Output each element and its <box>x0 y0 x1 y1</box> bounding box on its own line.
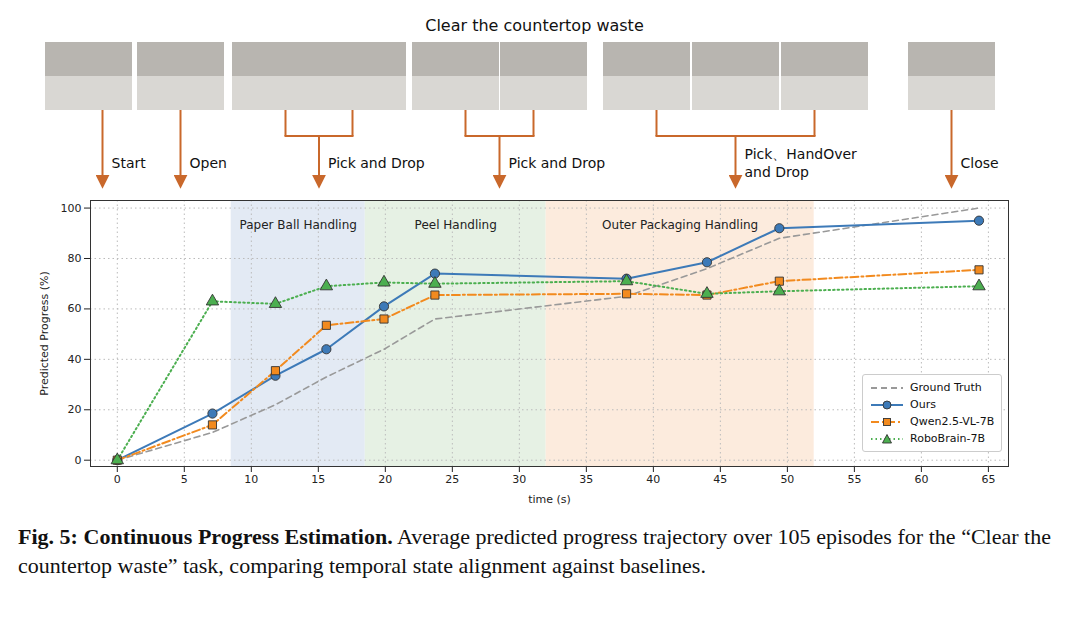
svg-text:Peel Handling: Peel Handling <box>415 218 497 232</box>
svg-text:35: 35 <box>579 473 593 486</box>
html-text:Pick and Drop: Pick and Drop <box>508 155 606 171</box>
html-text:Close: Close <box>960 155 999 171</box>
svg-text:80: 80 <box>68 252 82 265</box>
svg-text:45: 45 <box>713 473 727 486</box>
svg-text:Predicted Progress (%): Predicted Progress (%) <box>38 271 51 396</box>
svg-text:40: 40 <box>68 353 82 366</box>
svg-text:50: 50 <box>780 473 794 486</box>
svg-text:5: 5 <box>181 473 188 486</box>
svg-text:time (s): time (s) <box>528 493 571 506</box>
html-text:Ours: Ours <box>910 398 936 411</box>
html-text:Qwen2.5-VL-7B: Qwen2.5-VL-7B <box>910 415 995 428</box>
svg-text:0: 0 <box>75 454 82 467</box>
svg-text:55: 55 <box>847 473 861 486</box>
html-text:RoboBrain-7B: RoboBrain-7B <box>910 432 985 445</box>
html-text:Pick and Drop: Pick and Drop <box>328 155 425 171</box>
html-text:Open: Open <box>189 155 227 171</box>
svg-text:25: 25 <box>445 473 459 486</box>
svg-text:20: 20 <box>378 473 392 486</box>
svg-text:60: 60 <box>68 302 82 315</box>
svg-text:65: 65 <box>981 473 995 486</box>
html-text:Pick、HandOver and Drop: Pick、HandOver and Drop <box>744 146 857 180</box>
svg-text:60: 60 <box>914 473 928 486</box>
html-text:Ground Truth: Ground Truth <box>910 381 982 394</box>
svg-text:40: 40 <box>646 473 660 486</box>
svg-text:15: 15 <box>311 473 325 486</box>
html-text:Start: Start <box>111 155 146 171</box>
svg-text:20: 20 <box>68 403 82 416</box>
html-text:Fig. 5: Continuous Progress Es: Fig. 5: Continuous Progress Estimation. … <box>18 524 1051 578</box>
svg-text:10: 10 <box>244 473 258 486</box>
svg-text:Paper Ball Handling: Paper Ball Handling <box>240 218 357 232</box>
svg-text:30: 30 <box>512 473 526 486</box>
svg-text:100: 100 <box>61 202 82 215</box>
svg-text:0: 0 <box>114 473 121 486</box>
html-text:Clear the countertop waste: Clear the countertop waste <box>425 16 644 35</box>
svg-text:Outer Packaging Handling: Outer Packaging Handling <box>602 218 758 232</box>
